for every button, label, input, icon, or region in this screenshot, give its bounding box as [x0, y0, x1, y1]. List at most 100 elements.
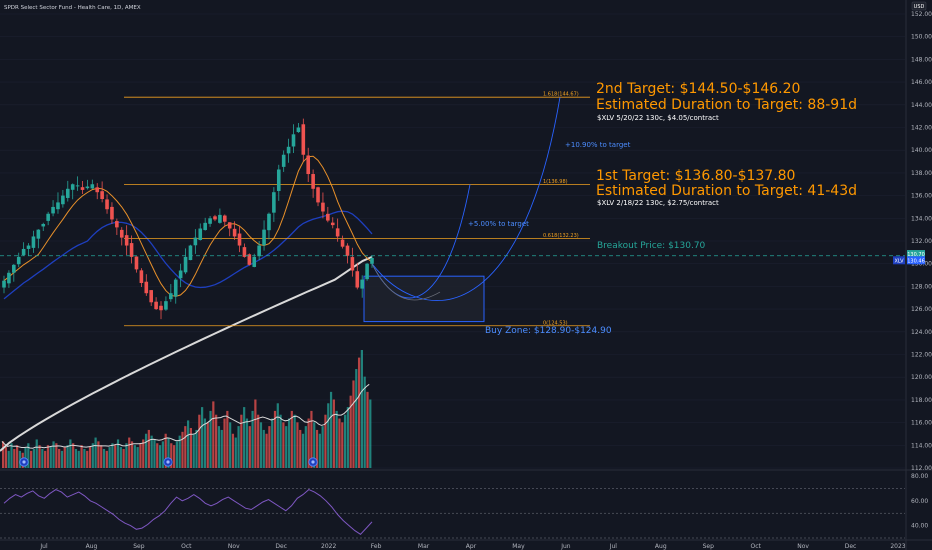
rsi-line — [3, 489, 373, 535]
volume-bar — [282, 422, 285, 468]
volume-bar — [304, 426, 307, 468]
candle — [272, 187, 276, 222]
volume-bar — [346, 407, 349, 468]
candle — [306, 147, 311, 183]
candle — [70, 183, 75, 200]
candle — [115, 218, 119, 235]
volume-bar — [271, 418, 274, 468]
candle — [247, 253, 252, 266]
time-tick-label: May — [512, 543, 525, 550]
candle-body — [70, 184, 75, 190]
candle-body — [119, 229, 124, 238]
price-tick-label: 144.00 — [911, 102, 932, 109]
volume-bar — [184, 426, 187, 468]
candle — [208, 215, 212, 227]
volume-bar — [349, 395, 352, 468]
price-tick-label: 126.00 — [911, 306, 932, 313]
candle-body — [129, 243, 134, 257]
volume-bar — [35, 439, 38, 468]
candle-body — [340, 239, 345, 247]
volume-bar — [273, 410, 277, 468]
volume-bar — [77, 450, 80, 468]
currency-badge-label: USD — [914, 4, 925, 10]
candle — [350, 247, 355, 277]
candle — [12, 264, 16, 282]
candle-body — [296, 127, 301, 133]
candle — [134, 256, 139, 273]
candle-body — [365, 263, 369, 280]
price-tick-label: 136.00 — [911, 193, 932, 200]
candle-body — [134, 256, 139, 270]
candle-body — [350, 257, 355, 271]
price-tick-label: 124.00 — [911, 329, 932, 336]
candle-body — [291, 134, 296, 147]
candle — [159, 301, 163, 320]
volume-bar — [187, 420, 190, 468]
event-marker-icon — [19, 457, 29, 467]
candle — [144, 274, 149, 296]
price-axis[interactable]: 112.00 114.00 116.00 118.00 120.00 122.00 124.… — [911, 11, 932, 472]
volume-bar — [189, 428, 193, 468]
volume-bar — [192, 433, 195, 468]
candle-body — [56, 202, 60, 210]
time-axis[interactable]: Jul Aug Sep Oct Nov Dec 2022 Feb Mar Apr May Jun Jul… — [39, 543, 905, 550]
volume-bar — [217, 426, 221, 468]
fib-level-label: 1(136.98) — [543, 179, 568, 185]
projection-curve-zone — [371, 263, 441, 301]
volume-bar — [265, 433, 268, 468]
candle-body — [173, 279, 178, 297]
candle — [286, 138, 291, 163]
candle-body — [306, 155, 311, 175]
candle-body — [154, 301, 158, 310]
time-tick-label: Apr — [466, 543, 477, 550]
price-tick-label: 128.00 — [911, 283, 932, 290]
currency-badge[interactable]: USD — [911, 1, 927, 11]
candle — [164, 296, 168, 311]
candle — [51, 200, 55, 217]
volume-bar — [74, 448, 78, 468]
candle-body — [360, 279, 364, 289]
volume-bar — [324, 414, 327, 468]
volume-bar — [301, 433, 305, 468]
volume-bar — [254, 399, 257, 468]
time-tick-label: Sep — [133, 543, 145, 550]
candle — [26, 243, 31, 256]
time-tick-label: Jun — [560, 543, 571, 550]
time-tick-label: Jul — [609, 543, 618, 550]
candle — [7, 270, 11, 288]
volume-bar — [133, 445, 136, 468]
candle-body — [178, 270, 183, 279]
volume-bar — [220, 429, 223, 468]
volume-bar — [69, 439, 72, 468]
volume-bar — [203, 418, 207, 468]
volume-bar — [94, 437, 97, 468]
time-tick-label: Dec — [275, 543, 287, 550]
buy-zone-label: Buy Zone: $128.90-$124.90 — [485, 326, 612, 336]
candle — [330, 217, 335, 229]
candle — [139, 268, 144, 288]
candle-body — [75, 185, 80, 187]
volume-bar — [55, 443, 58, 468]
candle — [257, 241, 261, 261]
event-marker-icon — [308, 457, 318, 467]
candle-body — [90, 184, 95, 189]
candle-body — [301, 124, 306, 155]
candle-body — [95, 187, 100, 193]
price-tag-bg — [893, 256, 905, 265]
volume-bar — [313, 422, 316, 468]
candle — [154, 297, 158, 311]
annotation-target1[interactable]: 1st Target: $136.80-$137.80 Estimated Du… — [596, 168, 857, 207]
rsi-pane[interactable]: 40.00 60.00 80.00 — [0, 473, 928, 539]
volume-bar — [142, 439, 145, 468]
candle-body — [46, 213, 50, 221]
volume-bar — [355, 369, 358, 468]
volume-bar — [128, 437, 131, 468]
target2-duration: Estimated Duration to Target: 88-91d — [596, 97, 857, 113]
price-tick-label: 114.00 — [911, 442, 932, 449]
volume-bar — [293, 414, 296, 468]
time-tick-label: Aug — [655, 543, 667, 550]
annotation-target2[interactable]: 2nd Target: $144.50-$146.20 Estimated Du… — [596, 81, 857, 122]
volume-bar — [307, 418, 310, 468]
sma-200-line — [0, 255, 373, 452]
